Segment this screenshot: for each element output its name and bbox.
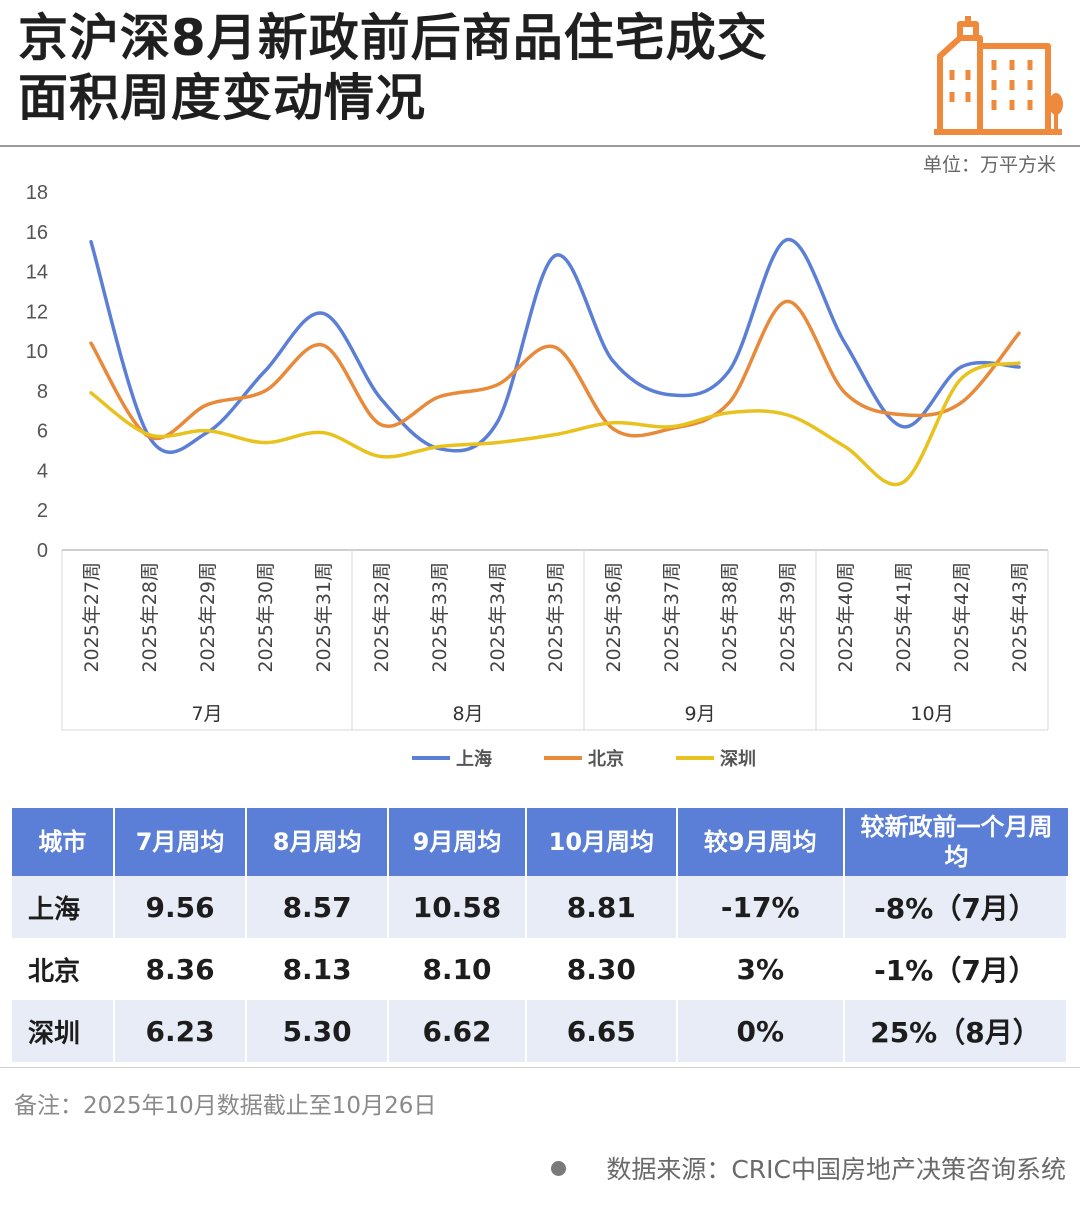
summary-table: 城市 7月周均 8月周均 9月周均 10月周均 较9月周均 较新政前一个月周均 … xyxy=(12,808,1068,1062)
header-oct: 10月周均 xyxy=(527,808,678,876)
cell: 10.58 xyxy=(388,876,528,938)
series-line-深圳 xyxy=(89,361,1021,487)
x-tick-label: 2025年41周 xyxy=(893,562,915,673)
header-vs-pre-policy: 较新政前一个月周均 xyxy=(844,808,1068,876)
y-tick-label: 18 xyxy=(26,182,48,204)
page-title: 京沪深8月新政前后商品住宅成交 面积周度变动情况 xyxy=(18,8,918,128)
x-tick-label: 2025年43周 xyxy=(1009,562,1031,673)
cell: 6.62 xyxy=(388,1000,528,1062)
legend-label: 北京 xyxy=(588,748,624,770)
cell-city: 上海 xyxy=(12,876,115,938)
cell-city: 深圳 xyxy=(12,1000,115,1062)
month-label: 10月 xyxy=(910,703,953,725)
month-label: 7月 xyxy=(191,703,222,725)
y-tick-label: 2 xyxy=(37,500,48,522)
x-tick-label: 2025年40周 xyxy=(835,562,857,673)
y-tick-label: 8 xyxy=(37,381,48,403)
x-tick-label: 2025年32周 xyxy=(371,562,393,673)
x-tick-label: 2025年38周 xyxy=(719,562,741,673)
unit-label: 单位：万平方米 xyxy=(922,154,1056,176)
series-line-上海 xyxy=(89,237,1021,454)
y-tick-label: 12 xyxy=(26,301,48,323)
y-tick-label: 4 xyxy=(37,460,48,482)
title-divider xyxy=(0,145,1080,147)
cell: 8.36 xyxy=(114,938,248,1000)
x-tick-label: 2025年36周 xyxy=(603,562,625,673)
y-tick-label: 10 xyxy=(26,341,48,363)
x-tick-label: 2025年31周 xyxy=(313,562,335,673)
header-vs-sep: 较9月周均 xyxy=(677,808,845,876)
source-text: 数据来源：CRIC中国房地产决策咨询系统 xyxy=(606,1155,1066,1184)
cell-city: 北京 xyxy=(12,938,115,1000)
x-tick-label: 2025年30周 xyxy=(255,562,277,673)
buildings-icon xyxy=(934,16,1063,135)
table-row: 深圳 6.23 5.30 6.62 6.65 0% 25%（8月） xyxy=(12,1000,1068,1062)
y-tick-label: 0 xyxy=(37,540,48,562)
table-header-row: 城市 7月周均 8月周均 9月周均 10月周均 较9月周均 较新政前一个月周均 xyxy=(12,808,1068,876)
cell: 8.10 xyxy=(388,938,528,1000)
data-source: 数据来源：CRIC中国房地产决策咨询系统 xyxy=(551,1150,1066,1186)
legend-label: 上海 xyxy=(456,748,492,770)
x-tick-label: 2025年39周 xyxy=(777,562,799,673)
cell: -17% xyxy=(677,876,845,938)
series-line-北京 xyxy=(89,299,1021,441)
title-line-2: 面积周度变动情况 xyxy=(18,69,426,127)
cell: 0% xyxy=(677,1000,845,1062)
cell: 8.13 xyxy=(247,938,389,1000)
x-tick-label: 2025年28周 xyxy=(139,562,161,673)
cell: 25%（8月） xyxy=(844,1000,1068,1062)
x-tick-label: 2025年35周 xyxy=(545,562,567,673)
line-chart: 0 2 4 6 8 10 12 14 16 18 7月 8月 9月 10月 2025年27周 2025年28周… xyxy=(26,182,1049,770)
cell: 8.81 xyxy=(527,876,678,938)
x-tick-label: 2025年34周 xyxy=(487,562,509,673)
bullet-icon xyxy=(551,1160,567,1176)
cell: -8%（7月） xyxy=(844,876,1068,938)
cell: 5.30 xyxy=(247,1000,389,1062)
x-tick-label: 2025年33周 xyxy=(429,562,451,673)
cell: 9.56 xyxy=(114,876,248,938)
title-line-1: 京沪深8月新政前后商品住宅成交 xyxy=(18,9,768,67)
table-row: 北京 8.36 8.13 8.10 8.30 3% -1%（7月） xyxy=(12,938,1068,1000)
legend-label: 深圳 xyxy=(720,748,756,770)
header-aug: 8月周均 xyxy=(247,808,389,876)
cell: 8.30 xyxy=(527,938,678,1000)
x-tick-label: 2025年42周 xyxy=(951,562,973,673)
footnote: 备注：2025年10月数据截止至10月26日 xyxy=(14,1093,437,1119)
header-sep: 9月周均 xyxy=(388,808,528,876)
y-tick-label: 16 xyxy=(26,222,48,244)
cell: 6.65 xyxy=(527,1000,678,1062)
x-tick-label: 2025年27周 xyxy=(81,562,103,673)
header-jul: 7月周均 xyxy=(114,808,248,876)
cell: 6.23 xyxy=(114,1000,248,1062)
y-tick-label: 14 xyxy=(26,262,48,284)
cell: 3% xyxy=(677,938,845,1000)
month-label: 8月 xyxy=(452,703,483,725)
x-tick-label: 2025年29周 xyxy=(197,562,219,673)
y-tick-label: 6 xyxy=(37,421,48,443)
month-label: 9月 xyxy=(684,703,715,725)
header-city: 城市 xyxy=(12,808,115,876)
table-row: 上海 9.56 8.57 10.58 8.81 -17% -8%（7月） xyxy=(12,876,1068,938)
cell: -1%（7月） xyxy=(844,938,1068,1000)
x-tick-label: 2025年37周 xyxy=(661,562,683,673)
cell: 8.57 xyxy=(247,876,389,938)
footer-divider xyxy=(0,1067,1080,1068)
